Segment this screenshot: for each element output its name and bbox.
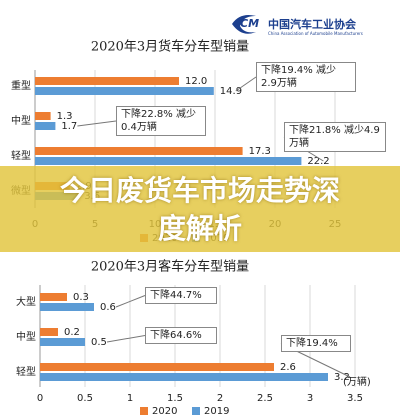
bar: [35, 147, 243, 155]
banner: [0, 166, 400, 252]
bar: [40, 293, 67, 301]
x-tick-label: 0.5: [77, 393, 93, 404]
value-label: 12.0: [185, 76, 207, 87]
annotation: 下降44.7%: [145, 287, 217, 304]
bar: [35, 112, 51, 120]
bar: [35, 122, 56, 130]
bar: [35, 77, 179, 85]
annotation-pointer: [115, 295, 146, 308]
bar: [40, 363, 274, 371]
annotation: 下降19.4%: [281, 335, 351, 352]
annotation-pointer: [106, 335, 146, 343]
y-tick-label: 轻型: [16, 365, 36, 378]
annotation-pointer: [235, 76, 257, 92]
annotation: 下降64.6%: [145, 327, 217, 344]
x-tick-label: 2: [217, 393, 223, 404]
x-tick-label: 3.5: [347, 393, 363, 404]
logo-mark: CM: [240, 17, 259, 30]
bar: [40, 338, 85, 346]
x-tick-label: 1: [127, 393, 133, 404]
bar: [40, 373, 328, 381]
x-tick-label: 3: [307, 393, 313, 404]
value-label: 0.3: [73, 292, 89, 303]
value-label: 3.2: [334, 372, 350, 383]
bar: [35, 157, 302, 165]
legend-swatch: [140, 407, 148, 415]
logo-emblem: CM: [232, 15, 259, 34]
y-tick-label: 轻型: [11, 149, 31, 162]
chart-title: 2020年3月货车分车型销量: [91, 39, 249, 55]
y-tick-label: 重型: [11, 79, 31, 92]
unit-label: (万辆): [343, 377, 371, 388]
bar: [40, 303, 94, 311]
value-label: 0.5: [91, 337, 107, 348]
logo-subtitle: China Association of Automobile Manufact…: [268, 31, 363, 36]
value-label: 0.6: [100, 302, 116, 313]
value-label: 1.3: [57, 111, 73, 122]
banner-text: 今日废货车市场走势深度解析: [59, 174, 340, 245]
y-tick-label: 大型: [16, 295, 36, 308]
legend-label: 2019: [204, 406, 229, 417]
annotation: 下降22.8% 减少0.4万辆: [116, 106, 206, 136]
x-tick-label: 2.5: [257, 393, 273, 404]
legend-label: 2020: [152, 406, 177, 417]
value-label: 17.3: [249, 146, 271, 157]
value-label: 22.2: [307, 156, 329, 167]
x-tick-label: 1.5: [167, 393, 183, 404]
annotation: 下降19.4% 减少2.9万辆: [256, 62, 356, 92]
value-label: 0.2: [64, 327, 80, 338]
value-label: 2.6: [280, 362, 296, 373]
legend-swatch: [192, 407, 200, 415]
bar: [35, 87, 214, 95]
x-tick-label: 0: [37, 393, 43, 404]
y-tick-label: 中型: [16, 330, 36, 343]
annotation-pointer: [77, 120, 117, 127]
logo-name: 中国汽车工业协会: [268, 18, 356, 31]
annotation: 下降21.8% 减少4.9万辆: [284, 122, 386, 152]
bar: [40, 328, 58, 336]
value-label: 1.7: [61, 121, 77, 132]
y-tick-label: 中型: [11, 114, 31, 127]
value-label: 14.9: [220, 86, 242, 97]
chart-title: 2020年3月客车分车型销量: [91, 259, 249, 275]
